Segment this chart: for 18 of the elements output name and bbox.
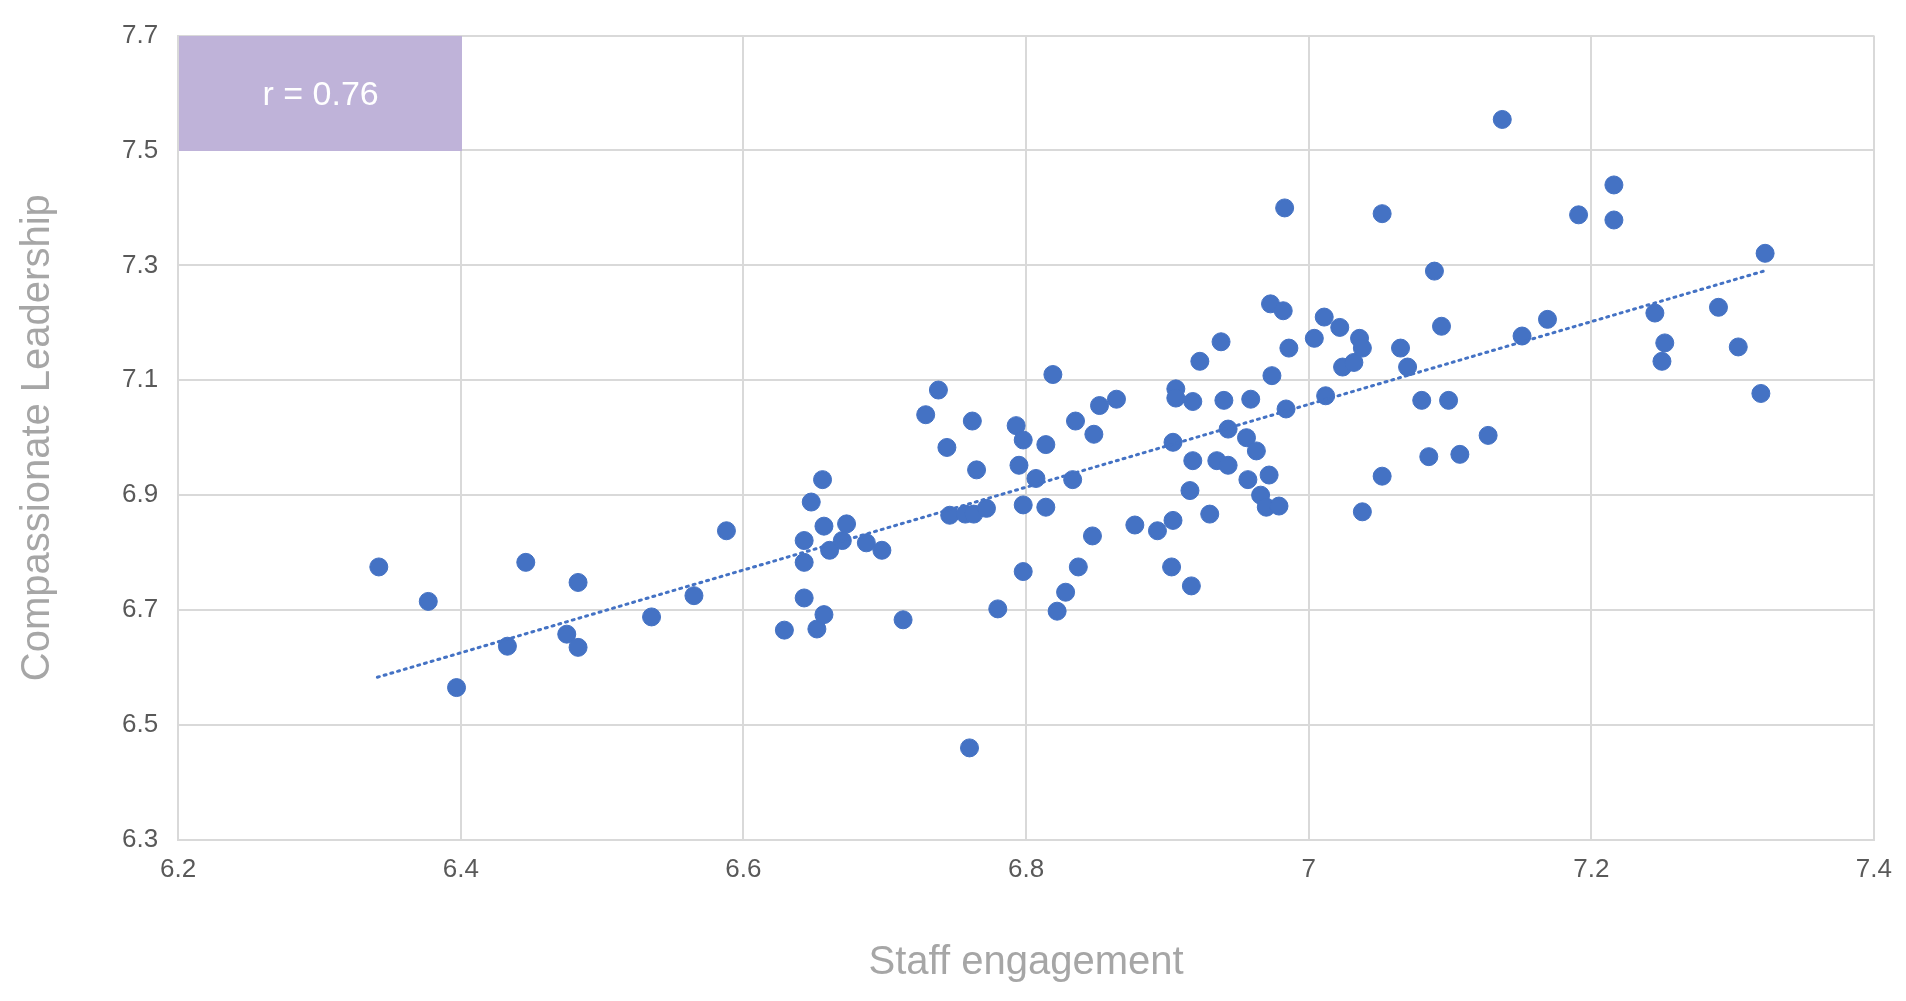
y-tick-label: 6.3 <box>121 822 159 853</box>
x-axis-title: Staff engagement <box>868 938 1184 983</box>
y-tick-label: 7.7 <box>121 18 159 49</box>
y-tick-label: 6.9 <box>121 478 159 509</box>
x-tick-label: 7.4 <box>1855 852 1893 883</box>
y-tick-label: 7.5 <box>121 133 159 164</box>
x-tick-label: 7 <box>1301 852 1316 883</box>
y-tick-label: 6.5 <box>121 708 159 739</box>
x-tick-label: 6.2 <box>160 852 197 883</box>
x-tick-label: 6.8 <box>1007 852 1045 883</box>
x-tick-label: 7.2 <box>1573 852 1610 883</box>
y-tick-label: 7.1 <box>121 363 159 394</box>
note-box: r = 0.76 <box>179 35 463 151</box>
y-tick-label: 6.7 <box>121 593 159 624</box>
x-tick-label: 6.6 <box>725 852 762 883</box>
y-axis-title: Compassionate Leadership <box>13 194 58 682</box>
x-tick-label: 6.4 <box>442 852 479 883</box>
y-tick-label: 7.3 <box>121 248 159 279</box>
